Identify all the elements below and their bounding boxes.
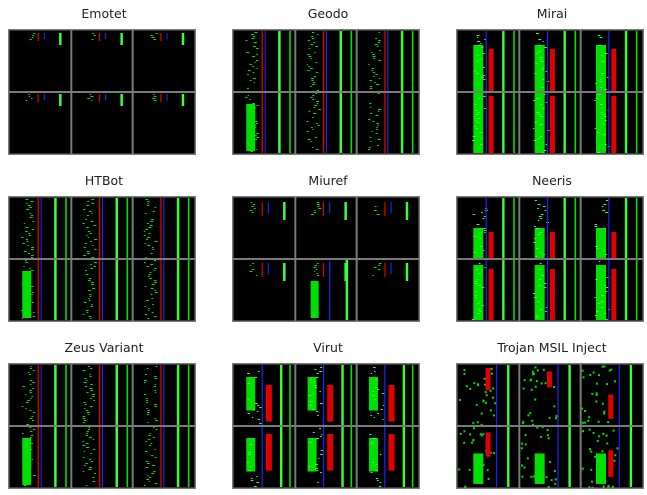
cell-divider — [8, 91, 196, 93]
image-frame — [456, 363, 644, 489]
traffic-image-grid — [8, 363, 196, 489]
image-frame — [232, 196, 420, 322]
image-frame — [8, 363, 196, 489]
panel-title: Geodo — [307, 6, 349, 21]
panel-miuref: Miuref — [228, 167, 428, 327]
panel-title: Neeris — [532, 173, 572, 188]
traffic-image-grid — [8, 196, 196, 322]
panel-title: Mirai — [536, 6, 568, 21]
traffic-image-grid — [232, 196, 420, 322]
cell-divider — [232, 258, 420, 260]
panel-htbot: HTBot — [4, 167, 204, 327]
panel-image — [456, 29, 644, 155]
panel-virut: Virut — [228, 334, 428, 494]
cell-divider — [232, 91, 420, 93]
panel-image — [456, 196, 644, 322]
panel-trojan-msil-inject: Trojan MSIL Inject — [452, 334, 647, 494]
cell-divider — [232, 425, 420, 427]
cell-divider — [8, 425, 196, 427]
image-frame — [8, 196, 196, 322]
cell-divider — [8, 258, 196, 260]
panel-neeris: Neeris — [452, 167, 647, 327]
image-frame — [456, 29, 644, 155]
panel-geodo: Geodo — [228, 0, 428, 160]
cell-divider — [456, 258, 644, 260]
panel-title: Emotet — [81, 6, 127, 21]
panel-emotet: Emotet — [4, 0, 204, 160]
cell-divider — [456, 91, 644, 93]
image-frame — [8, 29, 196, 155]
panel-image — [232, 363, 420, 489]
image-frame — [232, 363, 420, 489]
traffic-image-grid — [232, 363, 420, 489]
panel-title: Trojan MSIL Inject — [497, 340, 607, 355]
image-frame — [456, 196, 644, 322]
traffic-image-grid — [456, 363, 644, 489]
traffic-image-grid — [8, 29, 196, 155]
traffic-image-grid — [232, 29, 420, 155]
panel-image — [232, 196, 420, 322]
panel-image — [456, 363, 644, 489]
image-frame — [232, 29, 420, 155]
panel-title: HTBot — [84, 173, 124, 188]
panel-title: Miuref — [308, 173, 348, 188]
cell-divider — [456, 425, 644, 427]
traffic-image-grid — [456, 29, 644, 155]
panel-image — [8, 29, 196, 155]
panel-image — [8, 196, 196, 322]
panel-image — [232, 29, 420, 155]
panel-image — [8, 363, 196, 489]
panel-mirai: Mirai — [452, 0, 647, 160]
panel-title: Virut — [313, 340, 343, 355]
panel-zeus-variant: Zeus Variant — [4, 334, 204, 494]
traffic-image-grid — [456, 196, 644, 322]
panel-title: Zeus Variant — [64, 340, 144, 355]
